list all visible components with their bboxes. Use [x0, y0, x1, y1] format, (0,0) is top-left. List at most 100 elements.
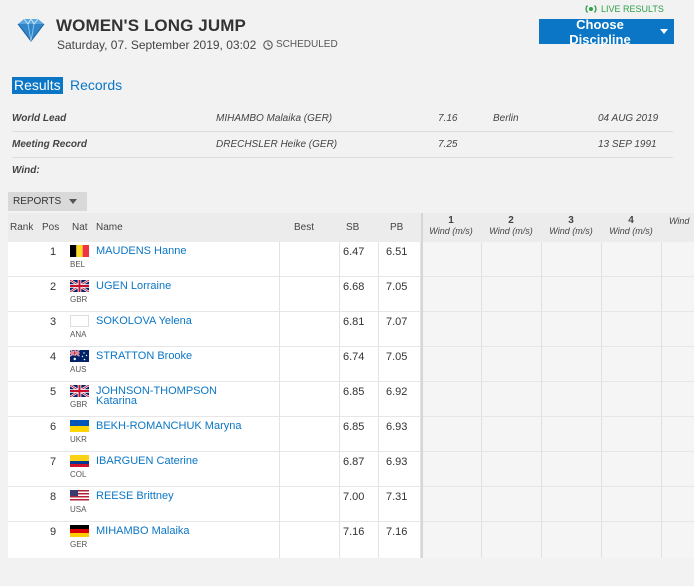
pb-column-bg	[379, 242, 421, 558]
sb-column-bg	[339, 242, 379, 558]
col-best: Best	[294, 222, 315, 233]
athlete-name-link[interactable]: BEKH-ROMANCHUK Maryna	[96, 420, 242, 432]
attempt-header-1: 1 Wind (m/s)	[421, 215, 481, 237]
attempt-header-4: 4 Wind (m/s)	[601, 216, 661, 237]
status-badge: SCHEDULED	[263, 39, 338, 50]
attempt-divider	[661, 242, 662, 558]
tab-results[interactable]: Results	[12, 77, 63, 94]
row-pb: 7.31	[386, 491, 408, 503]
row-pos: 7	[50, 456, 57, 468]
row-pos: 3	[50, 316, 57, 328]
attempt-wind-label: Wind (m/s)	[429, 226, 473, 236]
attempt-divider	[541, 242, 542, 558]
choose-discipline-label: Choose Discipline	[569, 16, 631, 47]
table-row[interactable]: 2 GBR UGEN Lorraine 6.68 7.05	[8, 277, 694, 312]
col-pos: Pos	[42, 222, 60, 233]
flag-ger-icon	[70, 525, 89, 537]
row-pos: 8	[50, 491, 57, 503]
flag-ukr-icon	[70, 420, 89, 432]
wind-row: Wind:	[12, 158, 673, 184]
meeting-record-mark: 7.25	[438, 139, 458, 150]
attempts-area	[421, 242, 694, 558]
row-pos: 9	[50, 526, 57, 538]
row-sb: 6.87	[343, 456, 365, 468]
row-pb: 7.07	[386, 316, 408, 328]
live-signal-icon	[585, 5, 597, 13]
event-datetime: Saturday, 07. September 2019, 03:02	[57, 38, 257, 52]
row-sb: 6.81	[343, 316, 365, 328]
row-sb: 6.85	[343, 421, 365, 433]
row-pos: 5	[50, 386, 57, 398]
diamond-league-logo	[17, 18, 45, 42]
choose-discipline-button[interactable]: Choose Discipline	[539, 16, 674, 47]
reports-label: REPORTS	[13, 196, 62, 207]
meeting-record-athlete: DRECHSLER Heike (GER)	[216, 139, 338, 150]
col-nat: Nat	[72, 222, 88, 233]
row-sb: 6.74	[343, 351, 365, 363]
best-column-bg	[279, 242, 339, 558]
athlete-name-link[interactable]: IBARGUEN Caterine	[96, 455, 199, 467]
attempt-divider	[601, 242, 602, 558]
world-lead-athlete: MIHAMBO Malaika (GER)	[216, 113, 333, 124]
athlete-name-link[interactable]: MIHAMBO Malaika	[96, 525, 190, 537]
table-row[interactable]: 5 GBR JOHNSON-THOMPSON Katarina 6.85 6.9…	[8, 382, 694, 417]
row-nat: GBR	[70, 400, 88, 409]
row-pos: 6	[50, 421, 57, 433]
table-row[interactable]: 9 GER MIHAMBO Malaika 7.16 7.16	[8, 522, 694, 557]
athlete-name-link[interactable]: STRATTON Brooke	[96, 350, 193, 362]
attempt-number: 2	[508, 215, 514, 226]
flag-col-icon	[70, 455, 89, 467]
athlete-name-link[interactable]: REESE Brittney	[96, 490, 174, 502]
row-nat: ANA	[70, 330, 87, 339]
attempt-wind-label: Wind (m/s)	[489, 226, 533, 236]
world-lead-label: World Lead	[12, 113, 67, 124]
athlete-name-link[interactable]: UGEN Lorraine	[96, 280, 172, 292]
table-header: Rank Pos Nat Name Best SB PB 1 Wind (m/s…	[8, 213, 694, 242]
attempt-divider	[481, 242, 482, 558]
row-pb: 7.05	[386, 281, 408, 293]
row-pb: 6.92	[386, 386, 408, 398]
row-nat: GER	[70, 540, 88, 549]
athlete-name-link[interactable]: MAUDENS Hanne	[96, 245, 187, 257]
row-nat: BEL	[70, 260, 86, 269]
attempt-header-3: 3 Wind (m/s)	[541, 215, 601, 237]
reports-dropdown[interactable]: REPORTS	[8, 192, 87, 211]
table-row[interactable]: 4 AUS STRATTON Brooke 6.74 7.05	[8, 347, 694, 382]
athlete-name-link[interactable]: JOHNSON-THOMPSON Katarina	[96, 385, 217, 407]
attempt-wind-label: Wind (m/s)	[609, 226, 653, 236]
clock-icon	[263, 39, 273, 50]
row-pos: 2	[50, 281, 57, 293]
row-sb: 6.68	[343, 281, 365, 293]
attempt-number: 1	[448, 215, 454, 226]
row-pb: 7.05	[386, 351, 408, 363]
attempt-number: 3	[568, 215, 574, 226]
row-pb: 7.16	[386, 526, 408, 538]
page-title: WOMEN'S LONG JUMP	[56, 16, 246, 35]
world-lead-row: World Lead MIHAMBO Malaika (GER) 7.16 Be…	[12, 106, 673, 132]
tab-records[interactable]: Records	[70, 77, 123, 93]
world-lead-venue: Berlin	[493, 113, 519, 124]
live-results-link[interactable]: LIVE RESULTS	[584, 3, 664, 15]
attempt-wind-label: Wind	[669, 216, 690, 226]
row-pb: 6.93	[386, 421, 408, 433]
table-row[interactable]: 3 ANA SOKOLOVA Yelena 6.81 7.07	[8, 312, 694, 347]
table-row[interactable]: 7 COL IBARGUEN Caterine 6.87 6.93	[8, 452, 694, 487]
world-lead-date: 04 AUG 2019	[598, 113, 659, 124]
row-nat: USA	[70, 505, 87, 514]
meeting-record-label: Meeting Record	[12, 139, 88, 150]
table-row[interactable]: 1 BEL MAUDENS Hanne 6.47 6.51	[8, 242, 694, 277]
row-pos: 1	[50, 246, 57, 258]
row-sb: 6.47	[343, 246, 365, 258]
flag-bel-icon	[70, 245, 89, 257]
flag-gbr-icon	[70, 280, 89, 292]
chevron-down-icon	[660, 29, 668, 34]
flag-gbr-icon	[70, 385, 89, 397]
table-row[interactable]: 8 USA REESE Brittney 7.00 7.31	[8, 487, 694, 522]
flag-ana-icon	[70, 315, 89, 327]
table-divider	[421, 213, 423, 558]
status-text: SCHEDULED	[276, 39, 338, 50]
table-row[interactable]: 6 UKR BEKH-ROMANCHUK Maryna 6.85 6.93	[8, 417, 694, 452]
world-lead-mark: 7.16	[438, 113, 458, 124]
row-pb: 6.51	[386, 246, 408, 258]
athlete-name-link[interactable]: SOKOLOVA Yelena	[96, 315, 192, 327]
